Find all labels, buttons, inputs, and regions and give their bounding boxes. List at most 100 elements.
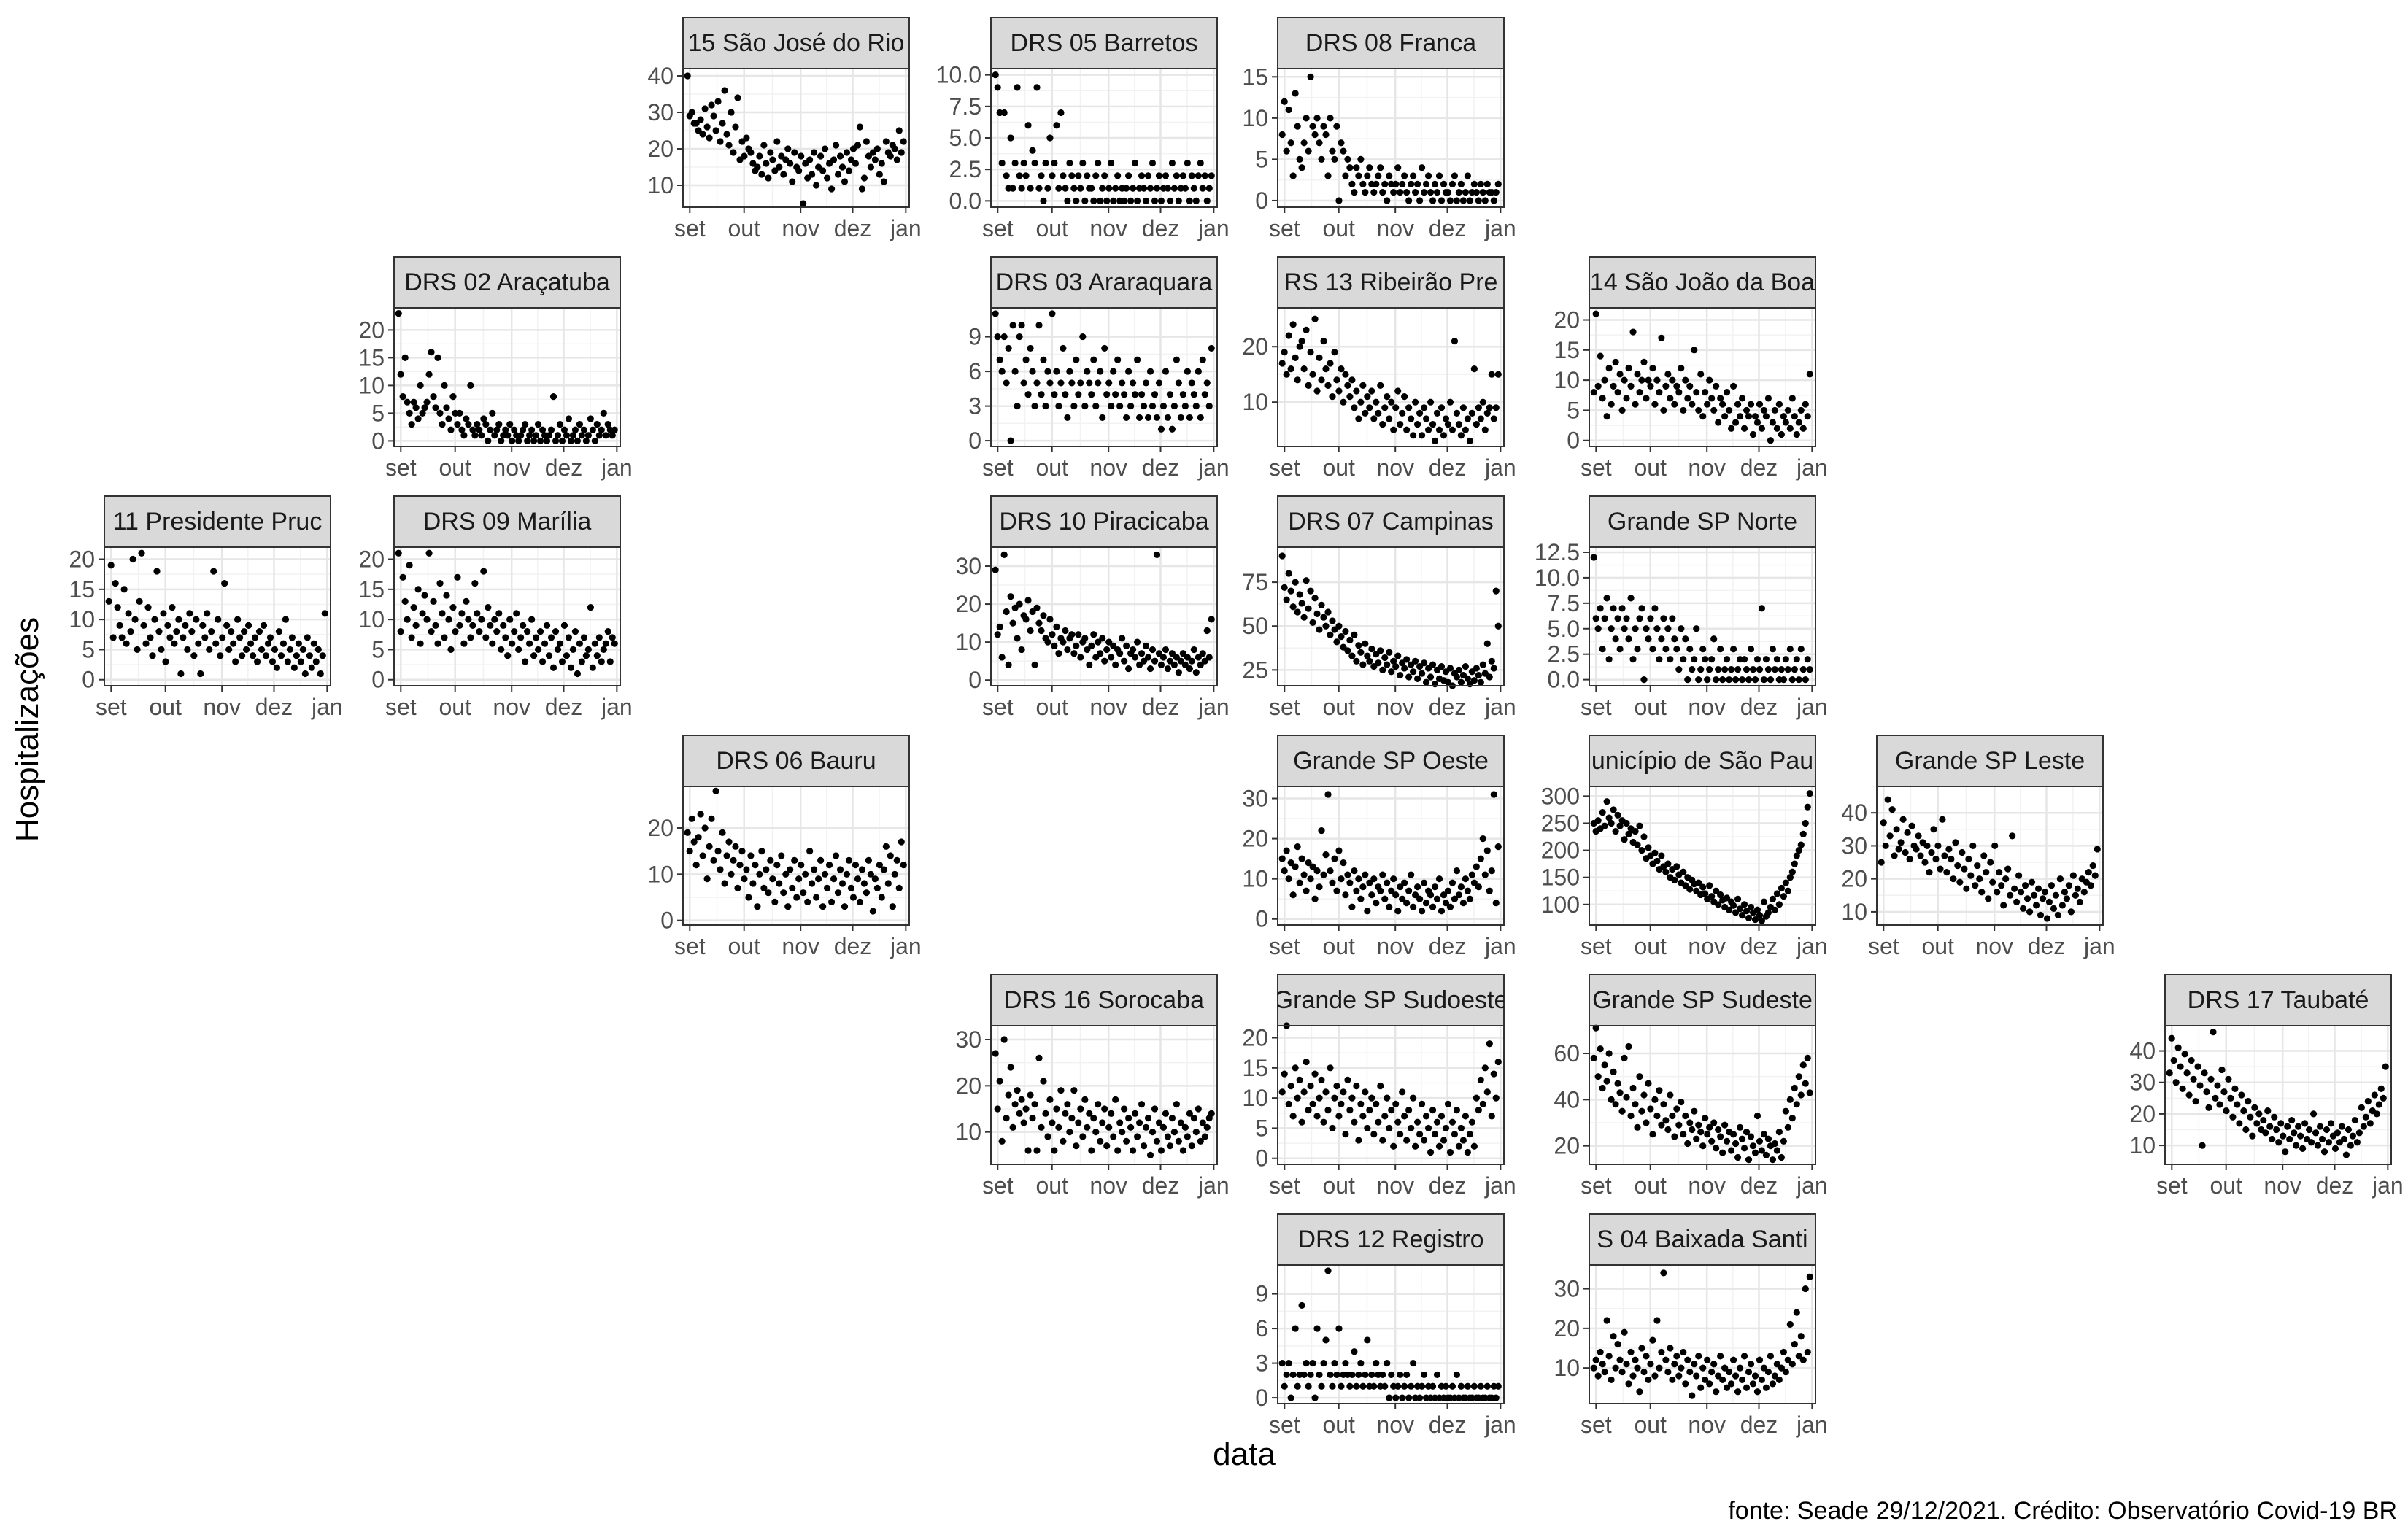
x-tick-label: set <box>1868 933 1899 959</box>
data-point <box>571 426 579 433</box>
data-point <box>1405 404 1413 411</box>
data-point <box>1743 1129 1751 1136</box>
data-point <box>1693 1372 1700 1380</box>
data-point <box>1590 1364 1597 1372</box>
data-point <box>1422 180 1430 187</box>
data-point <box>719 829 726 836</box>
data-point <box>1749 1380 1757 1388</box>
data-point <box>1331 1094 1338 1102</box>
data-point <box>399 573 406 581</box>
data-point <box>1732 909 1740 916</box>
x-tick-label: set <box>1269 215 1300 241</box>
data-point <box>1129 646 1137 654</box>
data-point <box>1743 406 1751 414</box>
data-point <box>406 562 413 569</box>
data-point <box>1732 676 1740 684</box>
data-point <box>1362 1088 1369 1096</box>
y-tick-label: 30 <box>647 99 674 125</box>
data-point <box>541 640 549 647</box>
x-tick-label: out <box>1035 1172 1068 1199</box>
data-point <box>2380 1094 2387 1102</box>
data-point <box>1110 197 1117 204</box>
data-point <box>2216 1101 2223 1108</box>
data-point <box>1416 1394 1424 1401</box>
data-point <box>1329 879 1336 886</box>
data-point <box>1945 846 1953 853</box>
x-tick-label: jan <box>1796 694 1828 720</box>
data-point <box>1610 806 1617 813</box>
data-point <box>1802 819 1809 827</box>
data-point <box>1756 912 1764 919</box>
data-point <box>1157 1147 1165 1154</box>
data-point <box>1097 197 1104 204</box>
data-point <box>1009 185 1016 192</box>
data-point <box>728 870 735 878</box>
data-point <box>1616 371 1624 378</box>
data-point <box>686 848 693 855</box>
data-point <box>1403 426 1411 433</box>
data-point <box>1368 1371 1375 1379</box>
data-point <box>312 658 320 665</box>
data-point <box>1092 1129 1100 1136</box>
data-point <box>1289 321 1297 328</box>
data-point <box>528 616 536 623</box>
data-point <box>606 658 614 665</box>
data-point <box>1629 656 1637 663</box>
data-point <box>1289 1371 1297 1379</box>
data-point <box>593 652 601 659</box>
data-point <box>1173 172 1181 179</box>
data-point <box>2334 1129 2342 1137</box>
data-point <box>1000 109 1008 117</box>
data-point <box>1097 368 1104 375</box>
data-point <box>2168 1034 2175 1042</box>
data-point <box>1186 1110 1193 1117</box>
data-point <box>1392 180 1400 187</box>
data-point <box>1390 657 1397 665</box>
data-point <box>1745 676 1753 684</box>
data-point <box>1311 315 1319 322</box>
data-point <box>1060 1137 1067 1145</box>
data-point <box>1773 1361 1780 1368</box>
data-point <box>1601 1061 1608 1069</box>
panel-border <box>1589 1025 1816 1165</box>
data-point <box>804 898 811 905</box>
data-point <box>1625 1380 1632 1388</box>
data-point <box>1477 1076 1484 1083</box>
data-point <box>1976 875 1983 883</box>
data-point <box>743 134 750 142</box>
data-point <box>1483 409 1491 417</box>
data-point <box>1324 791 1332 798</box>
data-point <box>1729 902 1737 909</box>
data-point <box>1590 389 1597 396</box>
data-point <box>1590 554 1597 561</box>
data-point <box>249 652 257 659</box>
data-point <box>1105 185 1113 192</box>
data-point <box>1468 409 1475 417</box>
data-point <box>1647 615 1654 622</box>
data-point <box>1965 855 1972 863</box>
data-point <box>2251 1104 2258 1111</box>
data-point <box>1112 391 1119 398</box>
y-tick-label: 30 <box>1841 832 1867 859</box>
data-point <box>423 398 431 406</box>
data-point <box>1760 1131 1768 1138</box>
data-point <box>1340 1088 1347 1096</box>
data-point <box>863 889 871 897</box>
data-point <box>1667 656 1674 663</box>
data-point <box>513 610 520 617</box>
data-point <box>789 884 796 891</box>
facet-title: DRS 05 Barretos <box>1011 29 1198 57</box>
data-point <box>1140 657 1148 665</box>
data-point <box>1457 883 1465 891</box>
data-point <box>1435 426 1443 433</box>
facet-title: Grande SP Oeste <box>1293 747 1489 775</box>
data-point <box>1470 879 1478 886</box>
data-point <box>1795 1353 1802 1360</box>
data-point <box>1348 376 1356 384</box>
data-point <box>595 634 603 641</box>
data-point <box>1355 642 1362 649</box>
x-tick-label: out <box>1322 933 1355 959</box>
